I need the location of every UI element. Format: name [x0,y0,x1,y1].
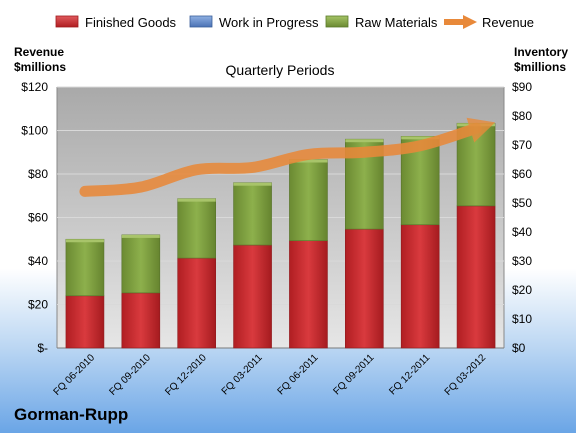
bar-finished-goods [233,244,272,349]
left-axis-ticks: $- $20 $40 $60 $80 $100 $120 [21,80,48,355]
chart-title: Quarterly Periods [226,62,335,78]
legend-item-work-in-progress: Work in Progress [189,15,319,30]
left-axis-title-line1: Revenue [14,45,64,59]
x-tick-label: FQ 09-2011 [331,352,376,397]
bar-raw-materials [177,198,216,259]
x-axis-labels: FQ 06-2010 FQ 09-2010 FQ 12-2010 FQ 03-2011… [52,352,489,398]
legend-item-revenue: Revenue [444,15,534,30]
left-tick-label: $- [37,341,48,355]
right-tick-label: $60 [512,167,532,181]
right-tick-label: $70 [512,138,532,152]
right-tick-label: $80 [512,109,532,123]
bar-raw-materials [289,159,328,241]
company-name: Gorman-Rupp [14,405,128,424]
bar-finished-goods [456,205,496,349]
right-tick-label: $40 [512,225,532,239]
right-tick-label: $50 [512,196,532,210]
x-tick-label: FQ 03-2012 [443,352,489,398]
x-tick-label: FQ 06-2011 [276,352,321,397]
legend-swatch-raw-materials [325,15,349,28]
bar-raw-materials [233,182,272,246]
x-tick-label: FQ 12-2010 [163,352,209,398]
right-axis-title-line1: Inventory [514,45,568,59]
legend-item-finished-goods: Finished Goods [55,15,177,30]
legend-label-raw-materials: Raw Materials [355,15,438,30]
legend-label-finished-goods: Finished Goods [85,15,177,30]
bar-top-cap [401,136,440,140]
right-tick-label: $30 [512,254,532,268]
left-tick-label: $40 [28,254,48,268]
bar-raw-materials [65,238,105,297]
right-tick-label: $90 [512,80,532,94]
bar-finished-goods [121,292,161,349]
legend-item-raw-materials: Raw Materials [325,15,438,30]
bar-finished-goods [177,257,216,349]
bars [65,122,496,349]
bar-top-cap [65,239,104,243]
bar-finished-goods [289,240,328,349]
right-tick-label: $20 [512,283,532,297]
left-tick-label: $120 [21,80,48,94]
bar-top-cap [345,139,384,143]
right-tick-label: $0 [512,341,526,355]
bar-top-cap [289,159,328,163]
left-tick-label: $100 [21,124,48,138]
legend-label-work-in-progress: Work in Progress [219,15,319,30]
legend-label-revenue: Revenue [482,15,534,30]
x-tick-label: FQ 12-2011 [387,352,432,397]
bar-raw-materials [121,234,161,294]
left-tick-label: $20 [28,298,48,312]
bar-finished-goods [65,295,105,349]
bar-top-cap [121,234,160,238]
left-tick-label: $60 [28,211,48,225]
bar-finished-goods [400,224,440,349]
right-tick-label: $10 [512,312,532,326]
left-axis-title-line2: $millions [14,60,66,74]
bar-top-cap [233,182,272,186]
x-tick-label: FQ 06-2010 [52,352,98,398]
x-tick-label: FQ 03-2011 [220,352,265,397]
x-tick-label: FQ 09-2010 [107,352,153,398]
right-axis-ticks: $0 $10 $20 $30 $40 $50 $60 $70 $80 $90 [512,80,532,355]
bar-finished-goods [345,228,384,349]
right-axis-title-line2: $millions [514,60,566,74]
legend-swatch-work-in-progress [189,15,213,28]
left-tick-label: $80 [28,167,48,181]
bar-top-cap [177,198,216,202]
revenue-line [79,117,496,197]
legend: Finished Goods Work in Progress Raw Mate… [55,15,534,30]
legend-swatch-finished-goods [55,15,79,28]
